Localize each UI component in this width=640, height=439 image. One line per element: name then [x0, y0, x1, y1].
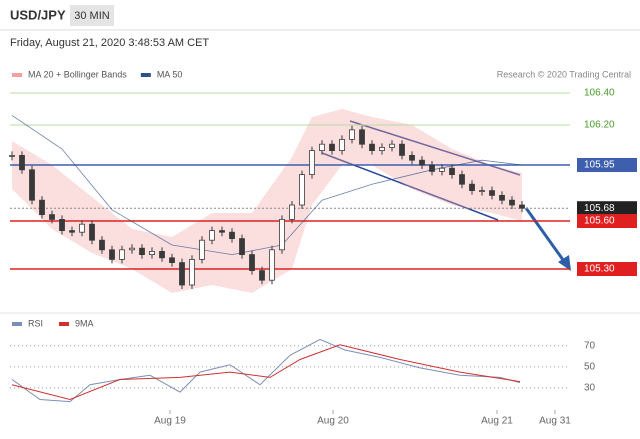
- x-tick-label: Aug 19: [154, 416, 186, 427]
- level-label: 105.30: [584, 264, 615, 275]
- candle: [249, 254, 255, 272]
- candle: [479, 190, 485, 193]
- candle: [399, 143, 405, 156]
- candle: [429, 164, 435, 172]
- credit: Research © 2020 Trading Central: [497, 69, 631, 79]
- candle: [389, 143, 395, 148]
- candle: [359, 129, 365, 145]
- candle: [449, 167, 455, 175]
- candle: [239, 238, 245, 256]
- level-label-box: [577, 158, 637, 172]
- legend-label: 9MA: [75, 318, 94, 328]
- candle: [89, 223, 95, 241]
- level-label: 106.40: [584, 88, 615, 99]
- candle: [409, 154, 415, 161]
- candle: [39, 199, 45, 215]
- level-label: 105.95: [584, 160, 615, 171]
- candle: [139, 247, 145, 255]
- forecast-arrow: [524, 207, 568, 265]
- legend-label: RSI: [28, 318, 43, 328]
- candle: [209, 230, 215, 241]
- candle: [379, 146, 385, 151]
- level-label: 106.20: [584, 120, 615, 131]
- level-label-box: [577, 262, 637, 276]
- candle: [189, 258, 195, 286]
- candle: [129, 247, 135, 251]
- y-tick-label: 70: [584, 340, 596, 351]
- candle: [499, 194, 505, 201]
- legend-swatch: [59, 322, 70, 326]
- level-label-box: [577, 214, 637, 228]
- arrow-head: [558, 255, 571, 271]
- candle: [289, 204, 295, 220]
- legend-swatch: [12, 322, 22, 326]
- legend-label: MA 50: [157, 69, 183, 79]
- y-tick-label: 30: [584, 383, 596, 394]
- candle: [229, 231, 235, 239]
- candle: [19, 154, 25, 171]
- timestamp: Friday, August 21, 2020 3:48:53 AM CET: [10, 37, 209, 49]
- candle: [299, 174, 305, 206]
- candle: [459, 174, 465, 185]
- x-tick-label: Aug 21: [481, 416, 513, 427]
- candle: [369, 143, 375, 151]
- candle: [199, 239, 205, 260]
- candle: [169, 257, 175, 263]
- legend-label: MA 20 + Bollinger Bands: [28, 69, 127, 79]
- candle: [219, 230, 225, 233]
- candle: [339, 138, 345, 151]
- candle: [159, 250, 165, 259]
- candle: [269, 249, 275, 281]
- candle: [119, 249, 125, 260]
- candle: [259, 270, 265, 281]
- candle: [59, 218, 65, 231]
- candle: [29, 169, 35, 201]
- x-tick-label: Aug 31: [539, 416, 571, 427]
- candle: [279, 218, 285, 251]
- symbol: USD/JPY: [10, 7, 66, 22]
- candle: [319, 143, 325, 151]
- candle: [309, 150, 315, 176]
- candle: [149, 250, 155, 255]
- level-label: 105.68: [584, 203, 615, 214]
- candle: [9, 154, 15, 157]
- indicator-line: [11, 344, 521, 400]
- candle: [439, 167, 445, 172]
- candle: [109, 249, 115, 260]
- interval-button[interactable]: [70, 5, 114, 26]
- legend-swatch: [12, 73, 22, 77]
- candle: [419, 159, 425, 166]
- channel-lower: [321, 152, 499, 221]
- candle: [179, 262, 185, 286]
- candle: [469, 183, 475, 191]
- level-label-box: [577, 201, 637, 216]
- interval: 30 MIN: [74, 10, 110, 22]
- bollinger-band: [12, 109, 522, 293]
- candle: [519, 204, 525, 209]
- candle: [509, 199, 515, 206]
- candle: [79, 223, 85, 233]
- legend-swatch: [140, 73, 151, 77]
- candle: [49, 214, 55, 220]
- candle: [489, 190, 495, 196]
- y-tick-label: 50: [584, 361, 596, 372]
- candle: [329, 143, 335, 151]
- candle: [69, 230, 75, 233]
- level-label: 105.60: [584, 216, 615, 227]
- channel-upper: [349, 120, 521, 176]
- x-tick-label: Aug 20: [317, 416, 349, 427]
- candle: [349, 129, 355, 140]
- indicator-line: [11, 338, 521, 403]
- candle: [99, 239, 105, 251]
